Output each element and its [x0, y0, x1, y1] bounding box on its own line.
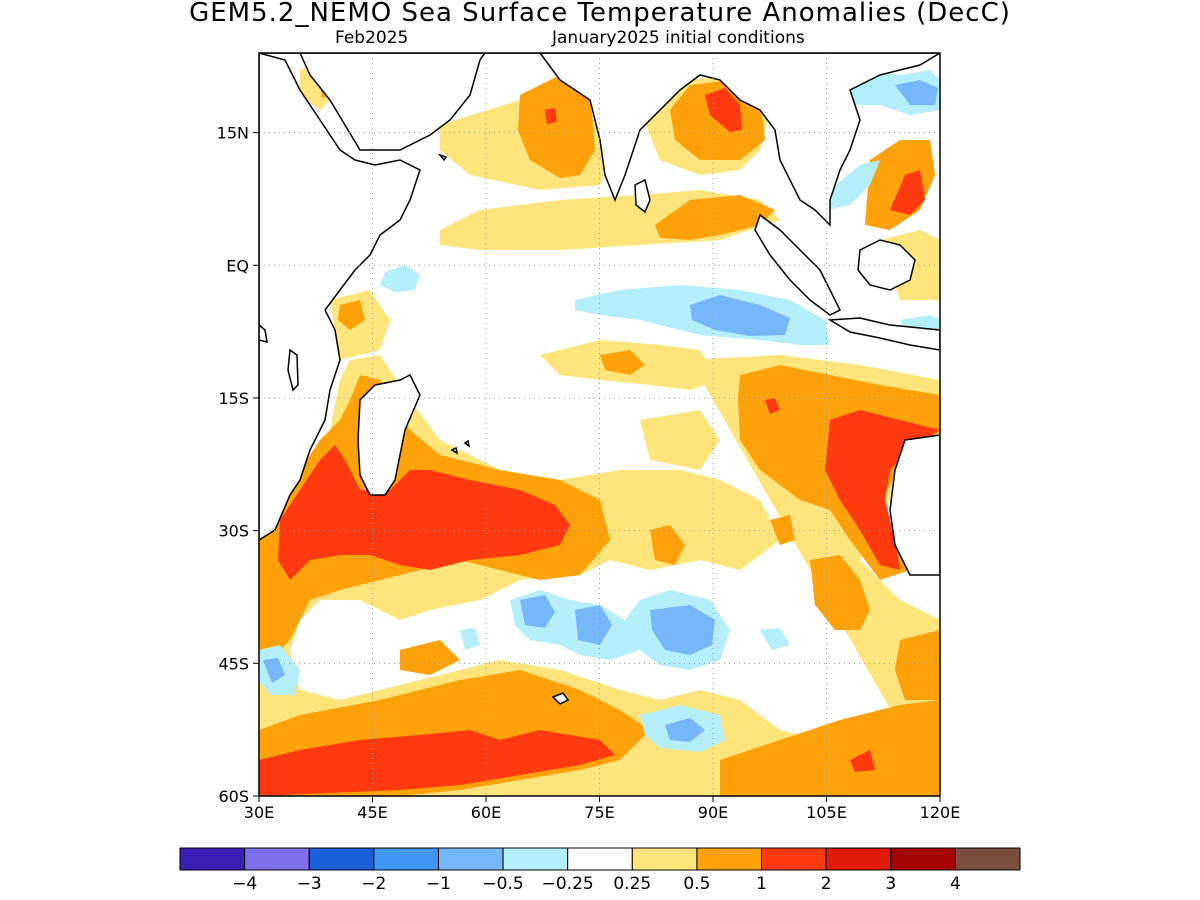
x-tick-label: 105E: [806, 803, 847, 822]
forecast-month: Feb2025: [335, 28, 409, 48]
x-tick-label: 90E: [698, 803, 728, 822]
y-axis: 15N EQ 15S 30S 45S 60S: [217, 124, 259, 806]
colorbar-swatch: [761, 847, 827, 871]
colorbar-swatch: [696, 847, 763, 871]
grid-lines: [259, 53, 940, 796]
x-axis: 30E 45E 60E 75E 90E 105E 120E: [244, 796, 961, 822]
colorbar-swatch: [179, 847, 246, 871]
colorbar-label: 1: [756, 874, 767, 894]
colorbar-swatch: [890, 847, 956, 871]
coastlines: [259, 53, 940, 705]
x-tick-label: 60E: [471, 803, 501, 822]
colorbar-label: −1: [426, 874, 451, 894]
x-tick-label: 120E: [920, 803, 961, 822]
colorbar-label: −3: [297, 874, 322, 894]
colorbar-label: 4: [950, 874, 961, 894]
y-tick-label: EQ: [226, 256, 249, 275]
y-tick-label: 60S: [218, 787, 249, 806]
y-tick-label: 45S: [218, 654, 249, 673]
colorbar-label: 2: [821, 874, 832, 894]
colorbar-label: −0.5: [482, 874, 523, 894]
map-title: GEM5.2_NEMO Sea Surface Temperature Anom…: [189, 0, 1011, 28]
colorbar-label: −2: [361, 874, 386, 894]
y-tick-label: 30S: [218, 522, 249, 541]
colorbar-swatch: [631, 847, 698, 871]
sst-field: [259, 53, 940, 796]
x-tick-label: 30E: [244, 803, 274, 822]
x-tick-label: 45E: [357, 803, 387, 822]
colorbar-label: −4: [232, 874, 257, 894]
colorbar-swatch: [308, 847, 375, 871]
x-tick-label: 75E: [584, 803, 614, 822]
colorbar-swatch: [567, 847, 633, 871]
colorbar-swatch: [373, 847, 439, 871]
colorbar-swatch: [502, 847, 569, 871]
anomaly-moderate-cool: [263, 80, 938, 742]
colorbar-label: 3: [885, 874, 896, 894]
colorbar-swatch: [437, 847, 504, 871]
colorbar-label: 0.25: [613, 874, 651, 894]
y-tick-label: 15N: [217, 124, 249, 143]
colorbar-label: 0.5: [683, 874, 710, 894]
colorbar-label: −0.25: [542, 874, 594, 894]
initial-conditions: January2025 initial conditions: [552, 28, 805, 48]
colorbar-swatch: [825, 847, 892, 871]
y-tick-label: 15S: [218, 389, 249, 408]
anomaly-strong-warm: [259, 88, 940, 796]
colorbar: −4 −3 −2 −1 −0.5 −0.25 0.25 0.5 1 2 3 4: [179, 847, 1021, 894]
colorbar-swatch: [954, 847, 1021, 871]
colorbar-swatch: [244, 847, 310, 871]
